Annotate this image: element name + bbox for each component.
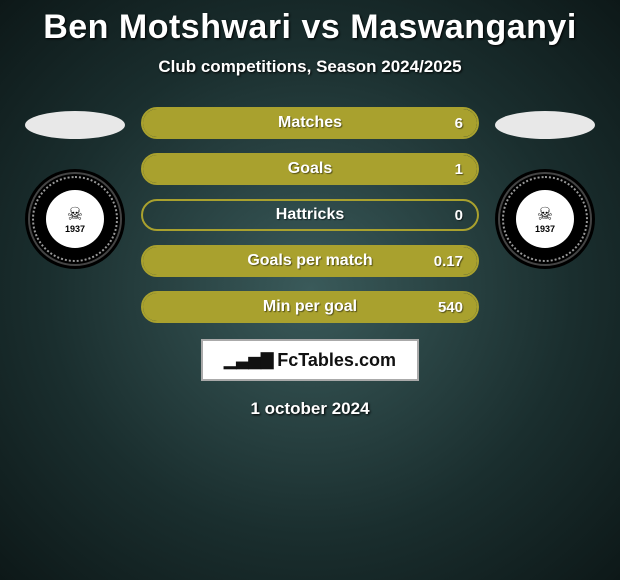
date-label: 1 october 2024 [0, 399, 620, 419]
club-year-right: 1937 [535, 224, 555, 234]
club-badge-left-inner: ☠ 1937 [46, 190, 104, 248]
player-right-silhouette [495, 111, 595, 139]
stat-bar: Matches 6 [141, 107, 479, 139]
comparison-row: ☠ 1937 Matches 6 Goals 1 Hattricks 0 Goals per… [0, 105, 620, 323]
stat-label: Goals [288, 160, 332, 178]
page-title: Ben Motshwari vs Maswanganyi [0, 8, 620, 47]
stat-label: Matches [278, 114, 342, 132]
stat-bar: Min per goal 540 [141, 291, 479, 323]
chart-icon: ▁▃▅▇ [224, 350, 273, 370]
brand-box[interactable]: ▁▃▅▇ FcTables.com [201, 339, 419, 381]
stat-value-right: 0 [455, 207, 463, 224]
player-left-col: ☠ 1937 [15, 105, 135, 269]
stat-label: Goals per match [247, 252, 372, 270]
stat-bar: Hattricks 0 [141, 199, 479, 231]
club-year-left: 1937 [65, 224, 85, 234]
club-badge-right-inner: ☠ 1937 [516, 190, 574, 248]
stat-bar: Goals 1 [141, 153, 479, 185]
stat-bar: Goals per match 0.17 [141, 245, 479, 277]
stat-label: Min per goal [263, 298, 357, 316]
stat-value-right: 1 [455, 161, 463, 178]
stat-value-right: 0.17 [434, 253, 463, 270]
stats-column: Matches 6 Goals 1 Hattricks 0 Goals per match 0… [135, 107, 485, 323]
skull-icon: ☠ [537, 205, 553, 223]
stat-label: Hattricks [276, 206, 344, 224]
stat-value-right: 6 [455, 115, 463, 132]
stat-value-right: 540 [438, 299, 463, 316]
brand-text: FcTables.com [277, 350, 396, 371]
skull-icon: ☠ [67, 205, 83, 223]
player-right-col: ☠ 1937 [485, 105, 605, 269]
club-badge-left: ☠ 1937 [25, 169, 125, 269]
club-badge-right: ☠ 1937 [495, 169, 595, 269]
player-left-silhouette [25, 111, 125, 139]
subtitle: Club competitions, Season 2024/2025 [0, 57, 620, 77]
